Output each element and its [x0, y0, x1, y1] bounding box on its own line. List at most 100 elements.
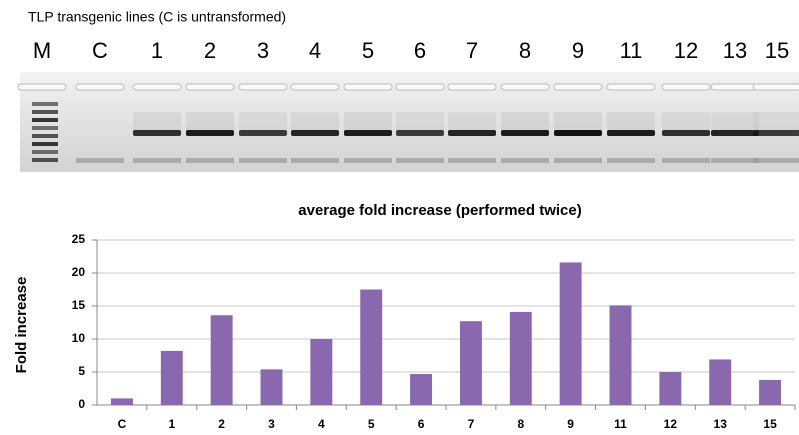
band-smear: [396, 112, 444, 132]
ladder-band: [32, 134, 58, 138]
lane-label: 7: [466, 38, 478, 63]
y-tick-label: 25: [72, 232, 86, 246]
band: [291, 130, 339, 136]
x-tick-label: 15: [763, 417, 777, 431]
gel-well: [662, 84, 710, 90]
lower-band: [76, 158, 124, 163]
band-smear: [607, 112, 655, 132]
band: [344, 130, 392, 136]
lower-band: [186, 158, 234, 163]
band-smear: [501, 112, 549, 132]
bar: [759, 380, 781, 405]
lane-label: 6: [414, 38, 426, 63]
chart-title: average fold increase (performed twice): [298, 202, 581, 219]
x-tick-label: 7: [468, 417, 475, 431]
lower-band: [607, 158, 655, 163]
gel-well: [554, 84, 602, 90]
band: [133, 130, 181, 136]
band-smear: [554, 112, 602, 132]
lane-label: 11: [620, 38, 643, 63]
x-tick-label: 5: [368, 417, 375, 431]
y-tick-label: 10: [72, 331, 86, 345]
bar: [460, 321, 482, 405]
y-tick-label: 20: [72, 265, 86, 279]
y-tick-label: 15: [72, 298, 86, 312]
bar: [261, 369, 283, 405]
bar: [410, 374, 432, 405]
band-smear: [448, 112, 496, 132]
lower-band: [448, 158, 496, 163]
gel-well: [239, 84, 287, 90]
gel-well: [186, 84, 234, 90]
gel-well: [396, 84, 444, 90]
lane-label: 12: [674, 38, 698, 63]
band: [753, 130, 799, 136]
y-axis-label: Fold increase: [13, 277, 30, 374]
ladder-band: [32, 126, 58, 130]
gel-well: [344, 84, 392, 90]
y-tick-label: 0: [78, 397, 85, 411]
gel-well: [607, 84, 655, 90]
bar: [310, 339, 332, 405]
x-tick-label: 11: [614, 417, 627, 431]
bar: [610, 305, 632, 405]
lower-band: [554, 158, 602, 163]
lane-label: 4: [309, 38, 321, 63]
bar: [709, 359, 731, 405]
band: [501, 130, 549, 136]
gel-well: [501, 84, 549, 90]
band: [239, 130, 287, 136]
band-smear: [711, 112, 759, 132]
lane-label: 3: [257, 38, 269, 63]
gel-well: [133, 84, 181, 90]
lower-band: [344, 158, 392, 163]
ladder-band: [32, 118, 58, 122]
lane-label: C: [92, 38, 108, 63]
lower-band: [662, 158, 710, 163]
lane-label: 2: [204, 38, 216, 63]
y-tick-label: 5: [78, 364, 85, 378]
band-smear: [239, 112, 287, 132]
band-smear: [344, 112, 392, 132]
x-tick-label: 1: [168, 417, 175, 431]
bar: [560, 262, 582, 405]
band-smear: [662, 112, 710, 132]
x-tick-label: 9: [567, 417, 574, 431]
figure: TLP transgenic lines (C is untransformed…: [0, 0, 799, 435]
band-smear: [133, 112, 181, 132]
ladder-band: [32, 158, 58, 162]
gel-well: [753, 84, 799, 90]
band: [448, 130, 496, 136]
lane-label: 15: [765, 38, 789, 63]
gel-well: [76, 84, 124, 90]
band: [711, 130, 759, 136]
band: [396, 130, 444, 136]
x-tick-label: C: [118, 417, 127, 431]
gel-caption: TLP transgenic lines (C is untransformed…: [28, 9, 286, 25]
lower-band: [133, 158, 181, 163]
band: [662, 130, 710, 136]
x-tick-label: 8: [517, 417, 524, 431]
bar: [360, 290, 382, 406]
gel-well: [448, 84, 496, 90]
bar: [659, 372, 681, 405]
ladder-band: [32, 150, 58, 154]
lane-label: M: [33, 38, 51, 63]
band: [186, 130, 234, 136]
lower-band: [396, 158, 444, 163]
band: [607, 130, 655, 136]
x-tick-label: 6: [418, 417, 425, 431]
x-tick-label: 12: [664, 417, 678, 431]
lower-band: [239, 158, 287, 163]
x-tick-label: 4: [318, 417, 325, 431]
band-smear: [186, 112, 234, 132]
x-tick-label: 2: [218, 417, 225, 431]
x-tick-label: 3: [268, 417, 275, 431]
ladder-band: [32, 102, 58, 106]
bar: [510, 312, 532, 405]
band: [554, 130, 602, 136]
gel-well: [291, 84, 339, 90]
lane-label: 1: [151, 38, 163, 63]
lower-band: [291, 158, 339, 163]
band-smear: [291, 112, 339, 132]
